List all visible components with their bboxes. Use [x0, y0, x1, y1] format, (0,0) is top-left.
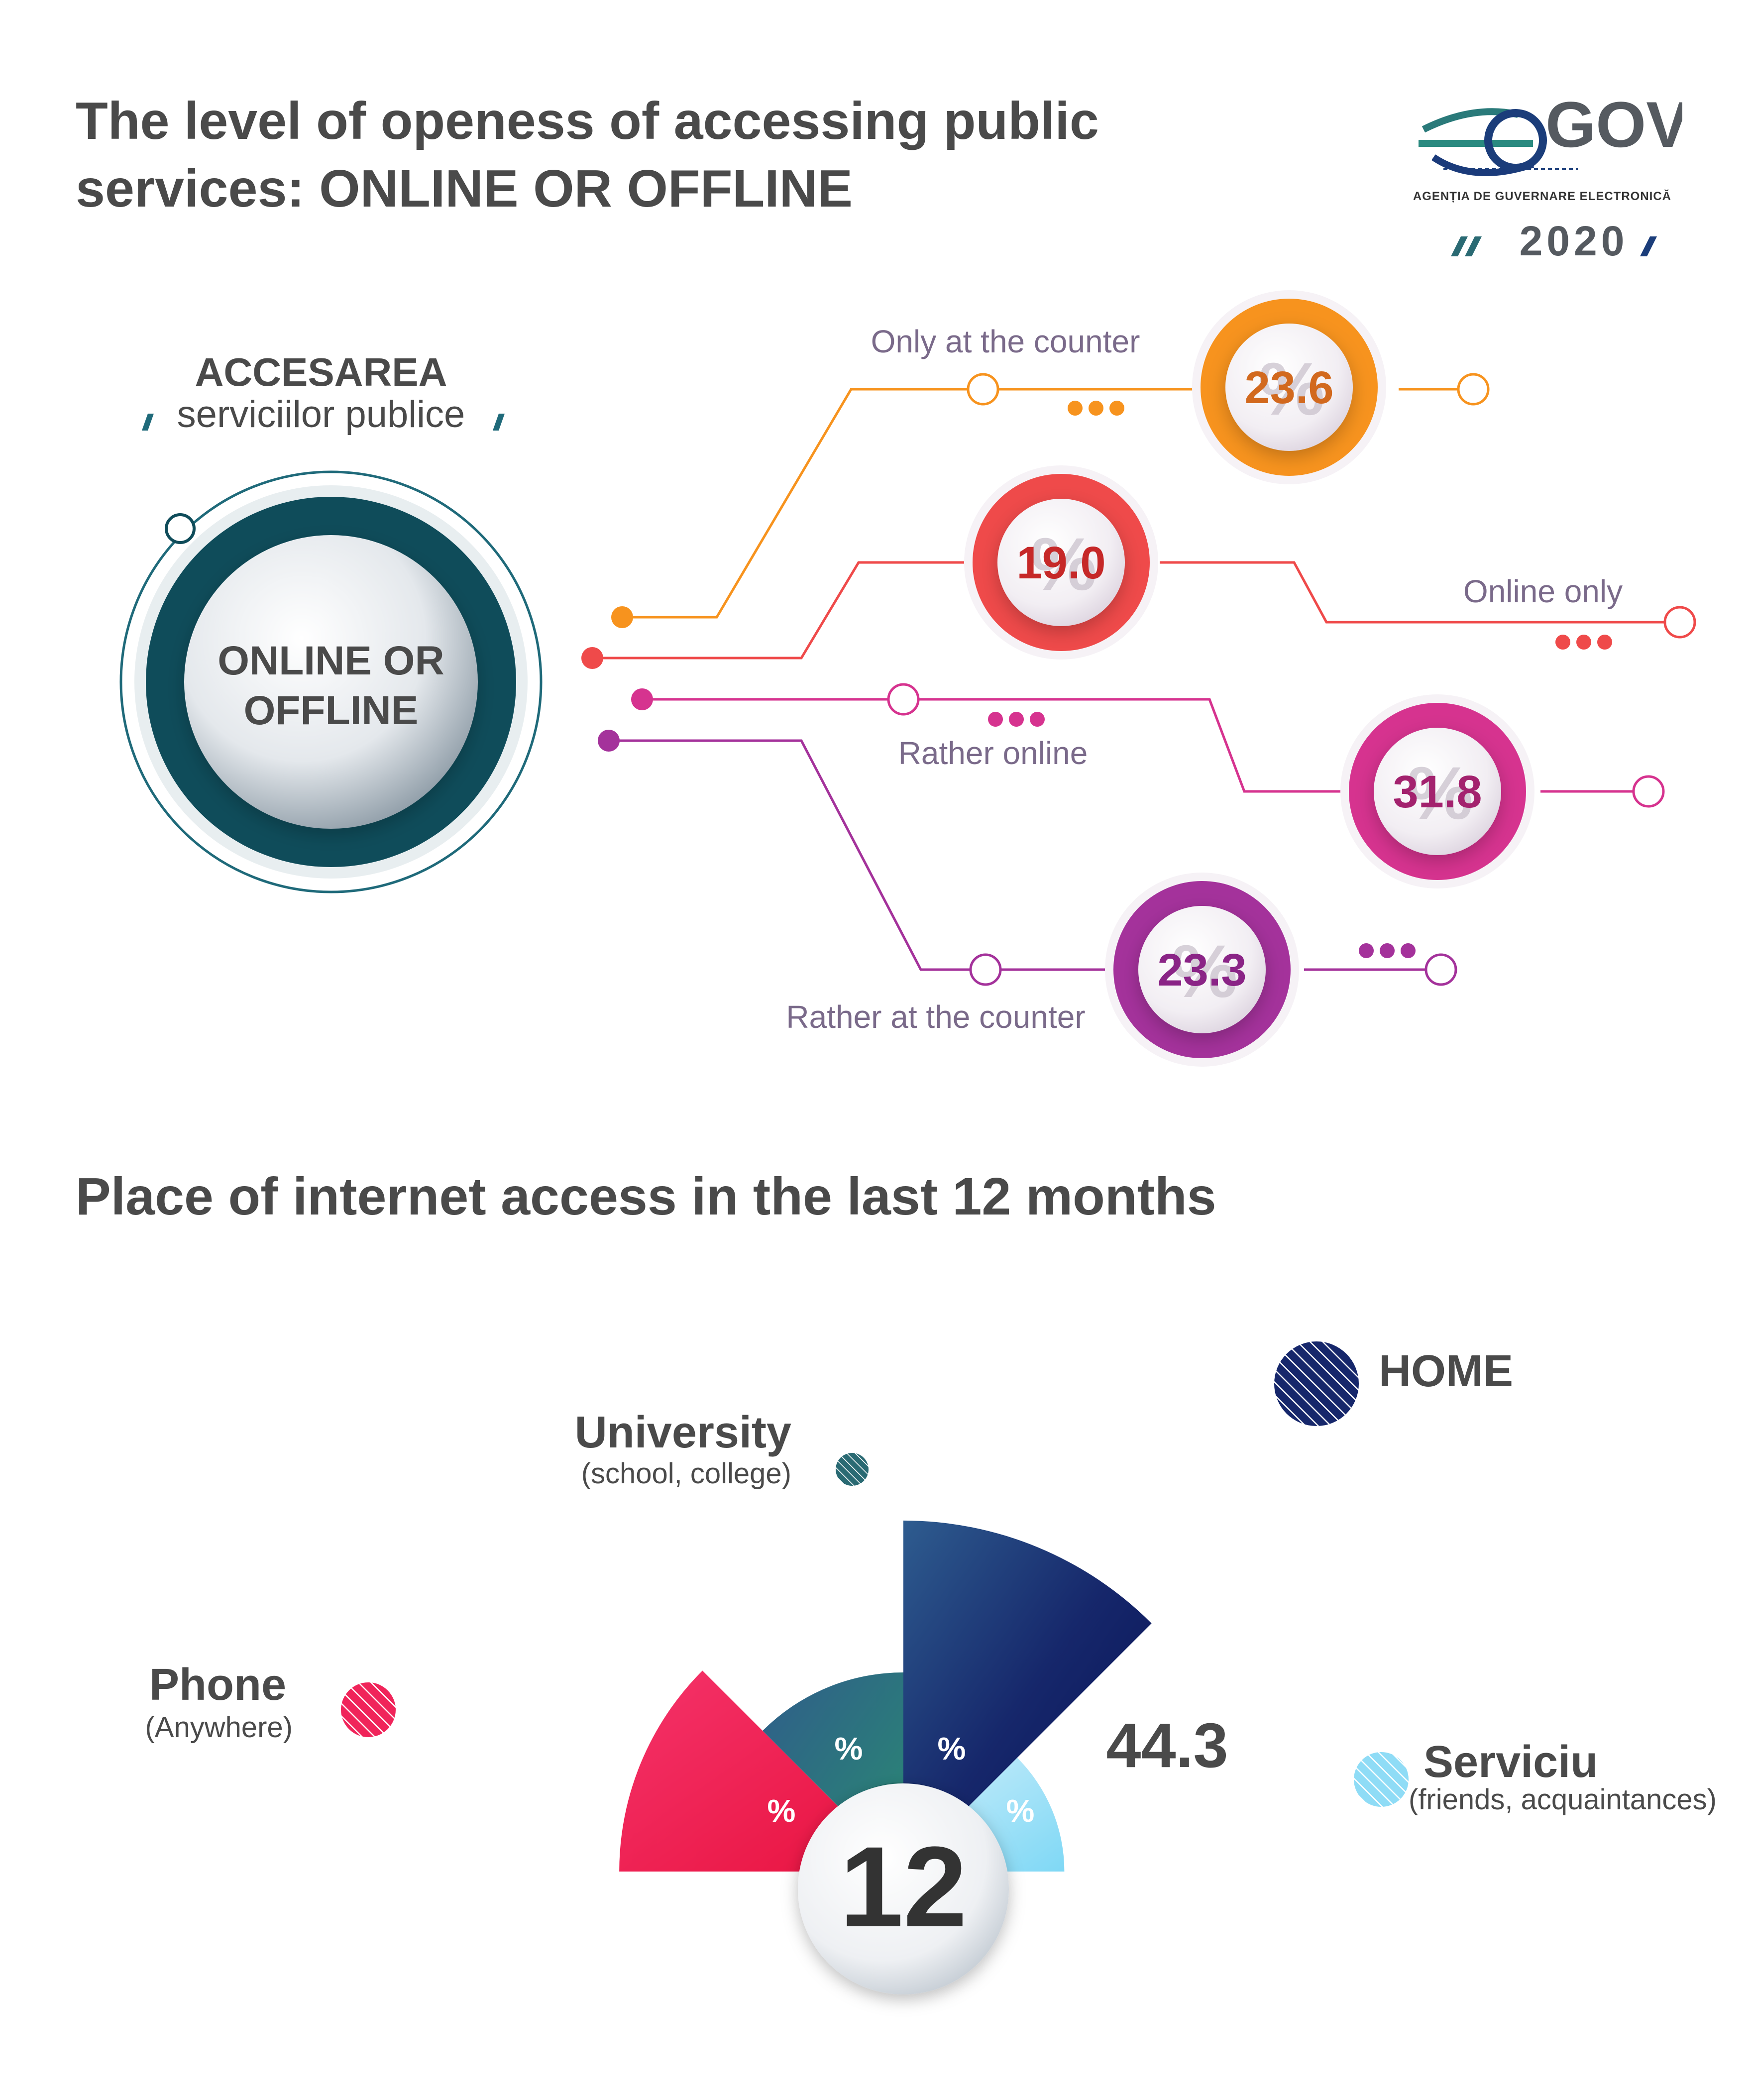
center-badge — [798, 1783, 1009, 1994]
connector: Only at the counter%23.6 — [611, 290, 1490, 628]
percent-sign: % — [835, 1731, 863, 1767]
category-label: Online only — [1463, 573, 1623, 609]
legend-item: HOME — [1274, 1341, 1513, 1426]
logo-mark-icon — [1419, 108, 1578, 176]
ellipsis-icon — [1359, 943, 1416, 958]
connector-end-node — [887, 683, 920, 716]
legend-sublabel: (Anywhere) — [145, 1711, 293, 1744]
value-bubble: %19.0 — [964, 465, 1158, 660]
slash-icon — [1451, 236, 1482, 256]
legend-item: Phone(Anywhere) — [145, 1660, 396, 1744]
percent-sign: % — [938, 1731, 966, 1767]
internet-access-chart: 78.2 9.9 96.6 44.3%% %% 12 Phone(Anywhere) Univ… — [100, 1341, 1717, 2100]
connector-start-dot — [611, 606, 633, 628]
legend-swatch — [1274, 1341, 1359, 1426]
data-label: 19.0 — [1016, 538, 1105, 588]
page-title: The level of openess of accessing public… — [76, 92, 1099, 218]
ellipsis-icon — [988, 712, 1045, 727]
logo-subtitle: AGENȚIA DE GUVERNARE ELECTRONICĂ — [1414, 189, 1671, 203]
ellipsis-icon — [1068, 401, 1124, 416]
percent-watermark: % — [1171, 929, 1237, 1013]
legend-label: HOME — [1379, 1346, 1513, 1396]
connector-end-node — [1457, 373, 1490, 406]
legend-label: Phone — [149, 1660, 286, 1710]
legend-swatch — [1354, 1752, 1409, 1807]
connector-line — [916, 698, 1351, 793]
connector-start-dot — [581, 647, 603, 669]
radial-bar — [903, 1520, 1152, 1872]
connector-end-node — [969, 953, 1002, 986]
slash-icon — [142, 414, 154, 431]
data-label: 96.6 — [986, 1432, 1150, 1527]
category-label: Only at the counter — [871, 324, 1140, 359]
slash-icon — [1640, 236, 1657, 256]
data-label: 78.2 — [519, 1695, 641, 1766]
legend-label: Serviciu — [1424, 1737, 1598, 1787]
connector-line — [592, 561, 971, 660]
slash-icon — [493, 414, 505, 431]
category-label: Rather online — [898, 735, 1088, 771]
percent-watermark: % — [1258, 347, 1324, 431]
ellipsis-icon — [1555, 635, 1612, 650]
data-label: 44.3 — [1106, 1710, 1228, 1780]
connector: Online only%19.0 — [581, 465, 1696, 669]
percent-watermark: % — [1030, 522, 1096, 606]
data-label: 23.6 — [1244, 362, 1333, 413]
connector-line — [622, 388, 1195, 619]
category-label: Rather at the counter — [786, 999, 1085, 1035]
connector-end-node — [1663, 606, 1696, 639]
hub-sublabel: serviciilor publice — [177, 393, 465, 436]
hub-center-text: ONLINE OR — [218, 638, 444, 683]
logo-text: GOV — [1545, 88, 1682, 161]
legend-label: University — [575, 1408, 791, 1457]
value-bubble: %23.6 — [1192, 290, 1386, 484]
connector-line — [609, 739, 973, 971]
legend-item: University(school, college) — [575, 1408, 869, 1490]
legend-sublabel: (friends, acquaintances) — [1409, 1783, 1717, 1816]
connector-start-dot — [598, 730, 620, 752]
legend-swatch — [836, 1453, 869, 1486]
connector: Rather at the counter%23.3 — [598, 730, 1457, 1067]
egov-logo: GOV AGENȚIA DE GUVERNARE ELECTRONICĂ 202… — [1414, 88, 1682, 264]
center-value: 12 — [840, 1823, 967, 1951]
value-bubble: %23.3 — [1105, 873, 1299, 1067]
data-label: 9.9 — [761, 1593, 837, 1655]
percent-watermark: % — [1407, 751, 1473, 835]
access-chart: ACCESAREA serviciilor publice ONLINE OR … — [119, 290, 1696, 1067]
connector-end-node — [1632, 775, 1665, 808]
section-title: Place of internet access in the last 12 … — [76, 1167, 1216, 1226]
connector-end-node — [967, 373, 999, 406]
connector: Rather online %31.8 — [631, 683, 1665, 888]
data-label: 31.8 — [1393, 767, 1482, 817]
percent-sign: % — [767, 1793, 796, 1829]
hub-label: ACCESAREA — [195, 350, 447, 394]
legend-swatch — [341, 1682, 396, 1737]
hub-circle: ONLINE OR OFFLINE — [119, 470, 543, 893]
year-label: 2020 — [1520, 218, 1629, 264]
value-bubble: %31.8 — [1340, 694, 1534, 888]
legend-sublabel: (school, college) — [581, 1457, 791, 1490]
hub-center-text: OFFLINE — [244, 688, 419, 733]
connector-end-node — [1424, 953, 1457, 986]
connector-line — [1160, 561, 1667, 624]
connector-start-dot — [631, 688, 653, 710]
legend-item: Serviciu(friends, acquaintances) — [1354, 1737, 1717, 1816]
data-label: 23.3 — [1157, 945, 1246, 995]
percent-sign: % — [1006, 1793, 1035, 1829]
